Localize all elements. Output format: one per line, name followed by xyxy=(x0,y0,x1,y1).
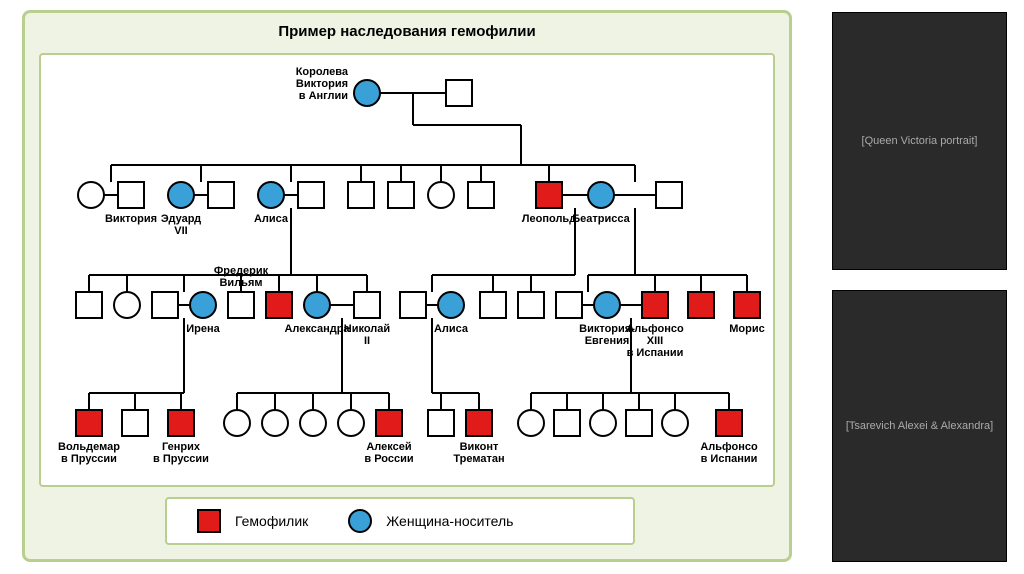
pedigree-node xyxy=(518,292,544,318)
legend-carrier: Женщина-носитель xyxy=(348,509,513,533)
pedigree-node xyxy=(594,292,620,318)
pedigree-node xyxy=(626,410,652,436)
pedigree-node xyxy=(300,410,326,436)
pedigree-label: Альфонсов Испании xyxy=(700,441,758,465)
chart-title: Пример наследования гемофилии xyxy=(25,23,789,40)
pedigree-node xyxy=(480,292,506,318)
photo-romanovs: [Tsarevich Alexei & Alexandra] xyxy=(832,290,1007,562)
pedigree-label: Леопольд xyxy=(522,213,576,225)
pedigree-label: ВиконтТрематан xyxy=(453,441,504,465)
pedigree-node xyxy=(152,292,178,318)
pedigree-node xyxy=(688,292,714,318)
pedigree-node xyxy=(590,410,616,436)
pedigree-node xyxy=(228,292,254,318)
pedigree-label: Беатрисса xyxy=(572,213,630,225)
pedigree-label: Генрихв Пруссии xyxy=(153,441,209,465)
pedigree-label: Алиса xyxy=(254,213,289,225)
pedigree-node xyxy=(258,182,284,208)
pedigree-node xyxy=(168,182,194,208)
pedigree-node xyxy=(348,182,374,208)
pedigree-chart: КоролеваВикторияв Англии Виктория ЭдуардVI… xyxy=(39,53,775,487)
pedigree-svg: КоролеваВикторияв Англии Виктория ЭдуардVI… xyxy=(41,55,779,481)
pedigree-node xyxy=(428,182,454,208)
pedigree-label: Вольдемарв Пруссии xyxy=(58,441,120,465)
stage: Пример наследования гемофилии КоролеваВи… xyxy=(0,0,1024,574)
pedigree-label: ФредерикВильям xyxy=(214,265,269,289)
pedigree-node xyxy=(168,410,194,436)
pedigree-label: КоролеваВикторияв Англии xyxy=(296,66,349,102)
pedigree-node xyxy=(304,292,330,318)
photo-placeholder: [Tsarevich Alexei & Alexandra] xyxy=(833,291,1006,561)
pedigree-label: Алиса xyxy=(434,323,469,335)
pedigree-node xyxy=(122,410,148,436)
legend-circle-icon xyxy=(348,509,372,533)
pedigree-node xyxy=(716,410,742,436)
pedigree-label: Морис xyxy=(729,323,764,335)
pedigree-node xyxy=(468,182,494,208)
photo-victoria: [Queen Victoria portrait] xyxy=(832,12,1007,270)
pedigree-node xyxy=(588,182,614,208)
pedigree-node xyxy=(556,292,582,318)
pedigree-node xyxy=(338,410,364,436)
pedigree-node xyxy=(554,410,580,436)
pedigree-label: Виктория xyxy=(105,213,157,225)
pedigree-node xyxy=(266,292,292,318)
pedigree-label: Алексейв России xyxy=(364,441,413,465)
pedigree-node xyxy=(262,410,288,436)
pedigree-node xyxy=(466,410,492,436)
pedigree-node xyxy=(354,80,380,106)
pedigree-node xyxy=(190,292,216,318)
pedigree-label: АльфонсоXIIIв Испании xyxy=(626,323,684,359)
pedigree-node xyxy=(662,410,688,436)
pedigree-node xyxy=(76,410,102,436)
pedigree-node xyxy=(518,410,544,436)
pedigree-node xyxy=(298,182,324,208)
legend-carrier-label: Женщина-носитель xyxy=(386,513,513,529)
pedigree-node xyxy=(224,410,250,436)
pedigree-node xyxy=(208,182,234,208)
pedigree-node xyxy=(536,182,562,208)
pedigree-node xyxy=(118,182,144,208)
legend-hemo-label: Гемофилик xyxy=(235,513,308,529)
pedigree-node xyxy=(400,292,426,318)
pedigree-label: Александра xyxy=(284,323,350,335)
pedigree-panel: Пример наследования гемофилии КоролеваВи… xyxy=(22,10,792,562)
pedigree-node xyxy=(354,292,380,318)
pedigree-label: НиколайII xyxy=(344,323,390,347)
pedigree-label: Ирена xyxy=(186,323,220,335)
pedigree-label: ЭдуардVII xyxy=(161,213,201,237)
pedigree-node xyxy=(76,292,102,318)
pedigree-node xyxy=(446,80,472,106)
pedigree-node xyxy=(438,292,464,318)
legend-hemophiliac: Гемофилик xyxy=(197,509,308,533)
pedigree-node xyxy=(734,292,760,318)
pedigree-node xyxy=(656,182,682,208)
pedigree-node xyxy=(388,182,414,208)
pedigree-node xyxy=(428,410,454,436)
legend: Гемофилик Женщина-носитель xyxy=(165,497,635,545)
pedigree-node xyxy=(642,292,668,318)
pedigree-node xyxy=(78,182,104,208)
legend-square-icon xyxy=(197,509,221,533)
pedigree-node xyxy=(376,410,402,436)
pedigree-node xyxy=(114,292,140,318)
photo-placeholder: [Queen Victoria portrait] xyxy=(833,13,1006,269)
